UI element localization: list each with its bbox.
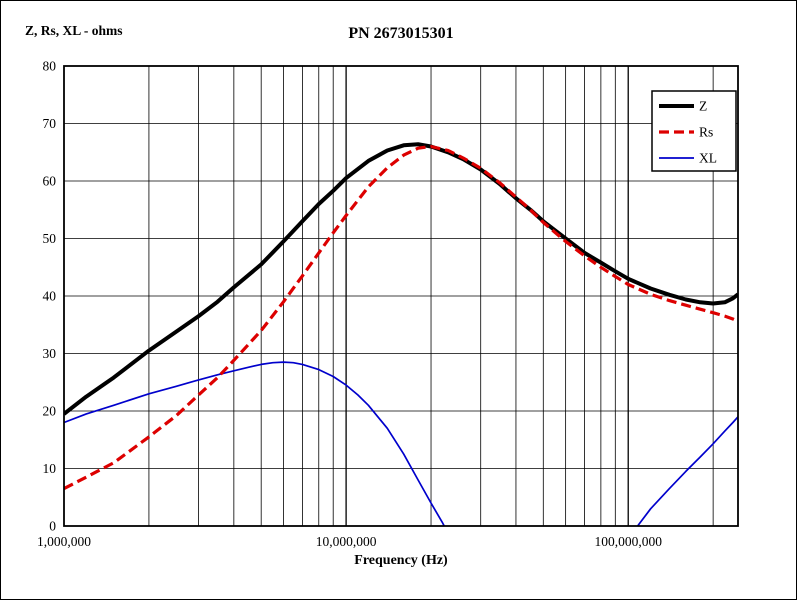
y-axis-title: Z, Rs, XL - ohms (25, 23, 123, 38)
y-tick-label: 0 (49, 519, 56, 534)
x-tick-label: 10,000,000 (316, 534, 377, 549)
y-tick-label: 40 (43, 289, 57, 304)
legend-label-rs: Rs (699, 125, 713, 140)
gridlines (64, 66, 738, 526)
y-tick-label: 10 (43, 461, 57, 476)
series (64, 142, 738, 526)
y-tick-label: 70 (43, 116, 57, 131)
chart-title: PN 2673015301 (348, 25, 454, 42)
legend-label-z: Z (699, 99, 707, 114)
legend: Z Rs XL (651, 90, 737, 172)
x-tick-label: 1,000,000 (37, 534, 91, 549)
x-axis-title: Frequency (Hz) (354, 553, 448, 568)
y-tick-label: 50 (43, 231, 57, 246)
plot-border (63, 65, 739, 527)
axis-tick-labels: 0 10 20 30 40 50 60 70 80 1,000,000 10,000,000 100,… (37, 59, 662, 550)
legend-label-xl: XL (699, 151, 717, 166)
y-tick-label: 60 (43, 174, 57, 189)
x-tick-label: 100,000,000 (594, 534, 662, 549)
y-tick-label: 20 (43, 404, 57, 419)
series-line-rs (64, 144, 738, 491)
series-line-z (64, 142, 738, 416)
y-tick-label: 80 (43, 59, 57, 74)
y-tick-label: 30 (43, 346, 57, 361)
